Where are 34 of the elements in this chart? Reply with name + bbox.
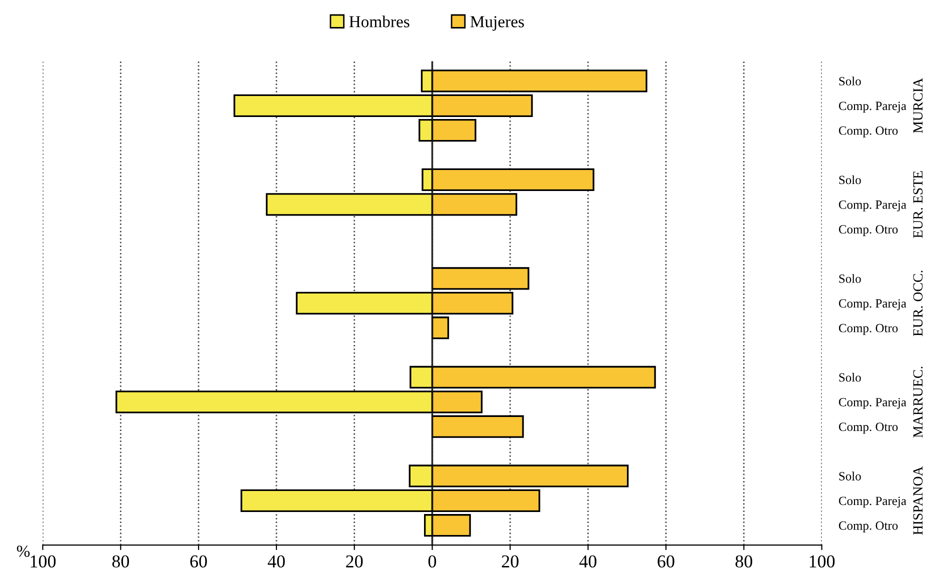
- y-tick-label: Comp. Pareja: [838, 200, 906, 212]
- text: EUR. OCC.: [913, 270, 923, 336]
- x-axis-title: %: [16, 546, 30, 557]
- x-tick-label: 40: [579, 555, 596, 568]
- x-tick-label: 20: [502, 555, 518, 568]
- text: MURCIA: [913, 78, 923, 134]
- text: EUR. ESTE: [913, 171, 923, 238]
- x-tick-label: 40: [268, 555, 285, 568]
- y-tick-label: Solo: [839, 472, 861, 480]
- y-tick-label: Comp. Pareja: [838, 496, 906, 508]
- y-tick-label: Comp. Otro: [838, 324, 898, 335]
- y-tick-label: Solo: [839, 175, 861, 184]
- text: MARRUEC.: [913, 366, 923, 438]
- y-tick-label: Comp. Otro: [838, 225, 898, 236]
- text: HISPANOA: [913, 466, 923, 535]
- y-tick-label: Solo: [839, 372, 861, 382]
- legend-label: Hombres: [349, 16, 410, 28]
- x-tick-label: 20: [346, 555, 363, 568]
- x-tick-label: 60: [190, 555, 207, 568]
- y-tick-label: Comp. Otro: [838, 521, 898, 532]
- x-tick-label: 80: [112, 555, 129, 568]
- x-tick-label: 80: [736, 555, 752, 568]
- y-tick-label: Comp. Pareja: [838, 102, 906, 113]
- y-tick-label: Comp. Pareja: [838, 398, 906, 409]
- x-tick-label: 100: [30, 555, 56, 568]
- x-tick-label: 100: [810, 555, 835, 568]
- y-tick-label: Solo: [839, 76, 861, 86]
- y-tick-label: Comp. Otro: [838, 126, 898, 138]
- legend-label: Mujeres: [470, 16, 524, 31]
- y-tick-label: Comp. Pareja: [838, 299, 906, 310]
- y-tick-label: Comp. Otro: [838, 422, 898, 434]
- y-tick-label: Solo: [839, 274, 861, 283]
- x-tick-label: 0: [428, 555, 436, 568]
- x-tick-label: 60: [658, 555, 674, 568]
